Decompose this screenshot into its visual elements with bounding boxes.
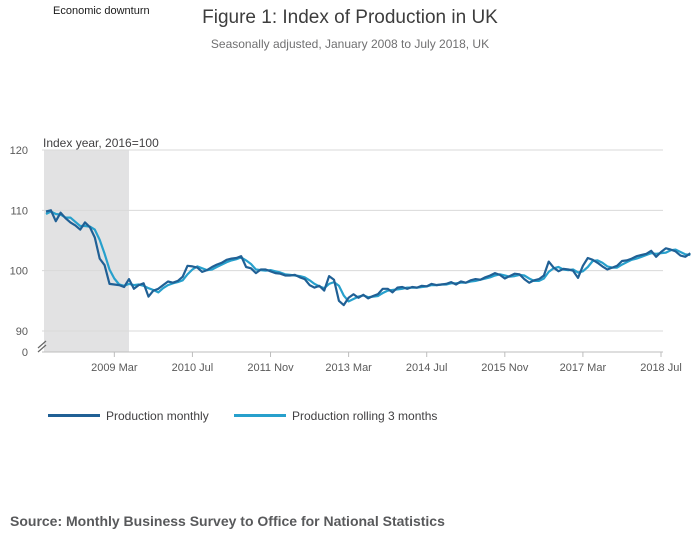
x-tick-label-3: 2013 Mar (325, 362, 372, 374)
shaded-downturn-region (44, 150, 129, 352)
x-tick-label-7: 2018 Jul (640, 362, 682, 374)
axis-break-mark-1 (37, 340, 47, 349)
series-line-production-monthly (45, 209, 691, 307)
y-tick-label-0: 0 (22, 347, 28, 359)
legend-item-rolling[interactable]: Production rolling 3 months (234, 409, 437, 423)
y-tick-label-110: 110 (10, 205, 28, 217)
legend-label-monthly: Production monthly (106, 409, 209, 423)
axis-break-mark-2 (37, 344, 47, 353)
series-line-production-rolling (45, 210, 691, 303)
x-tick-label-5: 2015 Nov (481, 362, 529, 374)
x-tick-label-2: 2011 Nov (247, 362, 294, 374)
chart-title: Figure 1: Index of Production in UK (202, 7, 498, 28)
source-note: Source: Monthly Business Survey to Offic… (10, 513, 445, 529)
legend-label-rolling: Production rolling 3 months (292, 409, 438, 423)
chart-plot: 0 90 100 110 120 2009 Mar 2010 Jul 2011 Nov 2013… (10, 145, 691, 374)
x-tick-label-6: 2017 Mar (560, 362, 607, 374)
x-tick-label-1: 2010 Jul (172, 362, 214, 374)
legend-swatch-monthly (48, 414, 100, 418)
legend-item-monthly[interactable]: Production monthly (48, 409, 209, 423)
y-axis-label: Index year, 2016=100 (43, 136, 159, 150)
x-tick-label-0: 2009 Mar (91, 362, 138, 374)
y-tick-label-90: 90 (16, 326, 28, 338)
chart-subtitle: Seasonally adjusted, January 2008 to Jul… (210, 37, 490, 51)
annotation-economic-downturn: Economic downturn (53, 5, 150, 17)
x-tick-label-4: 2014 Jul (406, 362, 448, 374)
y-tick-label-100: 100 (10, 266, 28, 278)
y-tick-label-120: 120 (10, 145, 28, 157)
legend-swatch-rolling (234, 414, 286, 418)
